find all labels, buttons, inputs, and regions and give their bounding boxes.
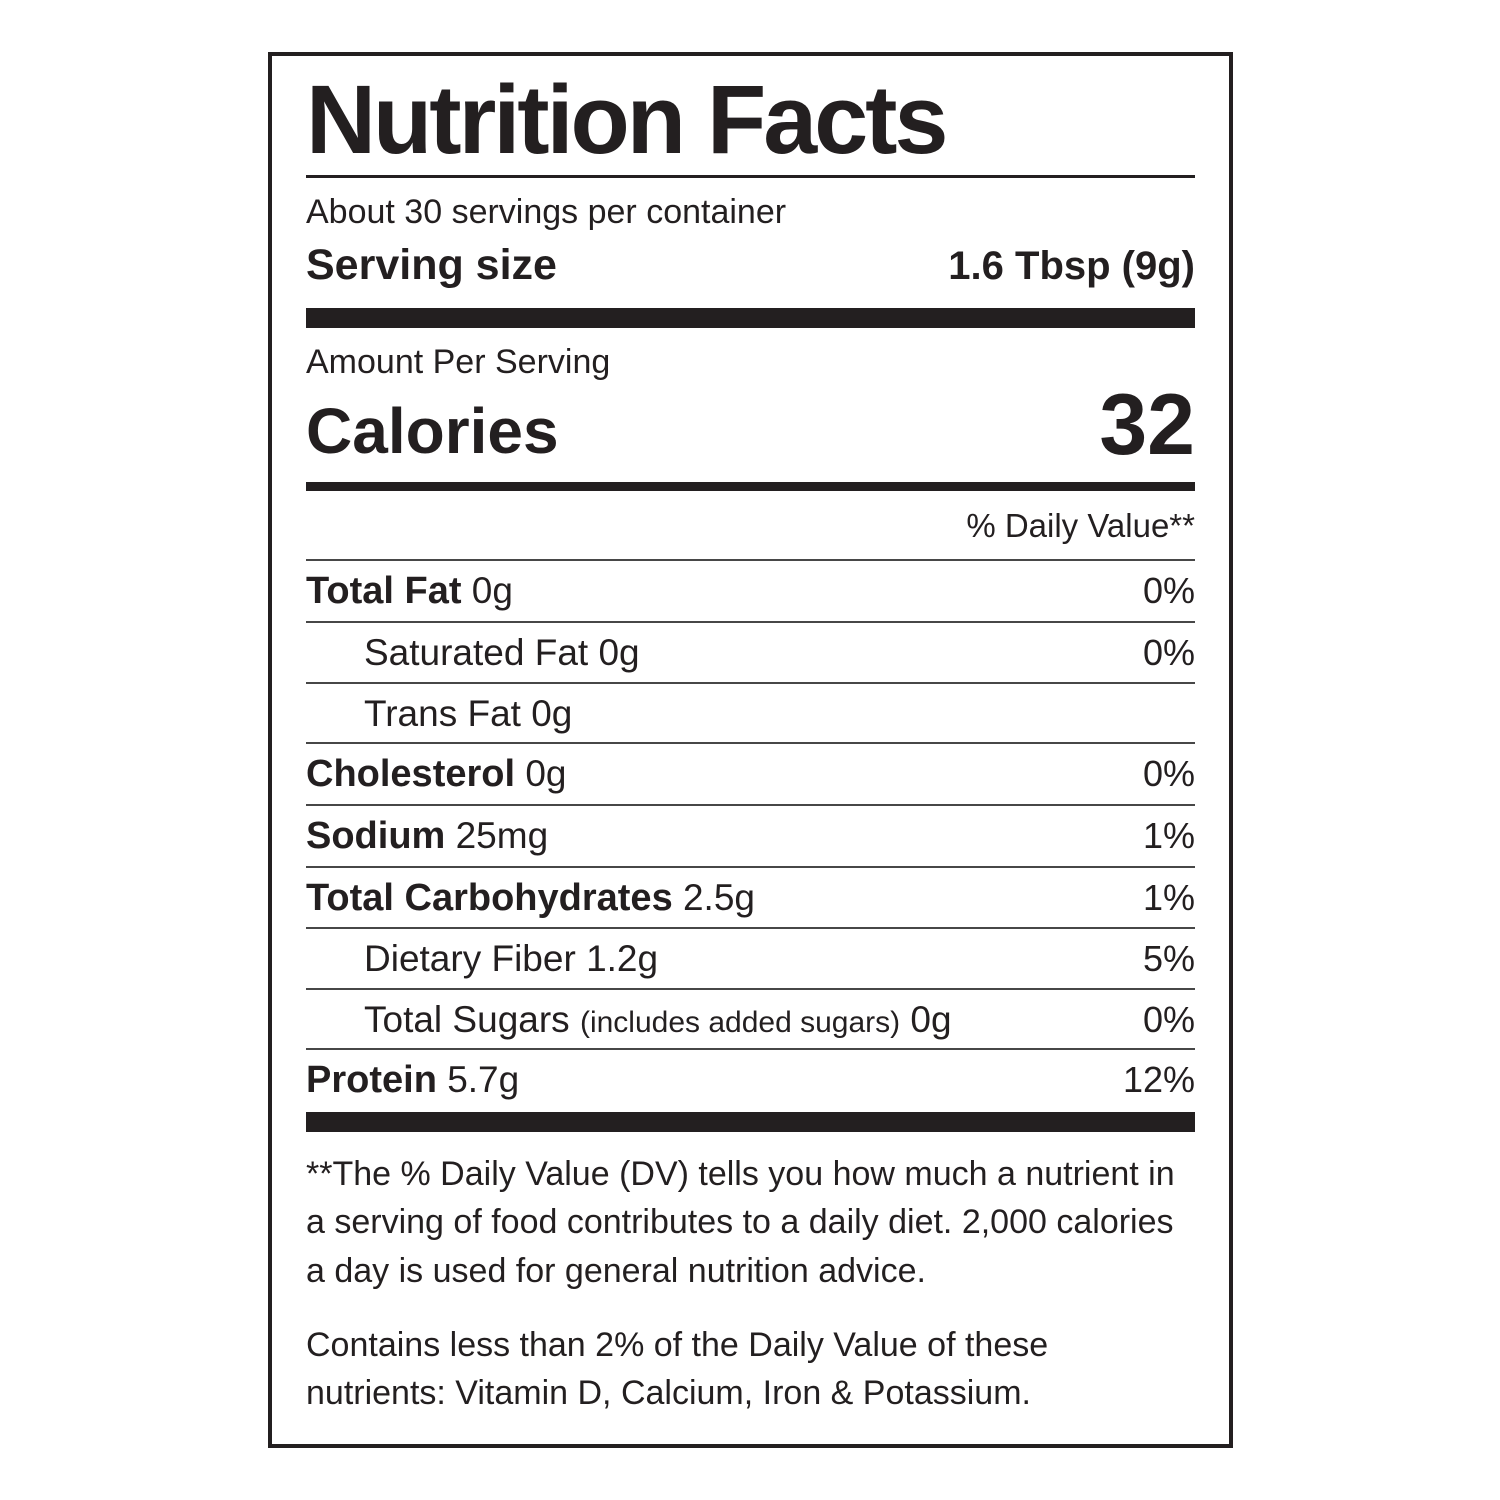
calories-label: Calories (306, 394, 559, 467)
label-title: Nutrition Facts (306, 65, 948, 174)
nutrient-name: Protein 5.7g (306, 1059, 520, 1102)
nutrient-amount: 0g (598, 632, 640, 674)
nutrient-name: Total Sugars (includes added sugars) 0g (364, 998, 952, 1040)
nutrient-dv: 0% (1142, 998, 1195, 1040)
nutrient-amount: 1.2g (586, 938, 659, 980)
nutrient-row-trans-fat: Trans Fat 0g (306, 684, 1195, 743)
row-divider (306, 1048, 1195, 1051)
daily-value-header: % Daily Value** (966, 507, 1195, 545)
nutrient-name: Total Fat 0g (306, 570, 513, 613)
row-divider (306, 865, 1195, 868)
row-divider (306, 742, 1195, 745)
servings-per-container: About 30 servings per container (306, 192, 787, 231)
separator-bar-top (306, 307, 1195, 328)
separator-bar-bottom (306, 1111, 1195, 1132)
nutrient-dv: 0% (1142, 570, 1195, 612)
nutrition-facts-label: Nutrition Facts About 30 servings per co… (268, 52, 1233, 1448)
serving-size-value: 1.6 Tbsp (9g) (948, 243, 1195, 288)
nutrient-name: Trans Fat 0g (364, 692, 573, 734)
nutrient-name: Cholesterol 0g (306, 753, 567, 796)
nutrient-amount: 5.7g (447, 1059, 520, 1101)
calories-value: 32 (1099, 377, 1195, 474)
nutrient-name: Sodium 25mg (306, 814, 549, 857)
nutrient-row-saturated-fat: Saturated Fat 0g 0% (306, 623, 1195, 682)
nutrient-dv: 0% (1142, 632, 1195, 674)
nutrient-row-dietary-fiber: Dietary Fiber 1.2g 5% (306, 929, 1195, 988)
row-divider (306, 681, 1195, 684)
nutrient-row-total-carbohydrates: Total Carbohydrates 2.5g 1% (306, 868, 1195, 928)
serving-size-label: Serving size (306, 240, 557, 289)
nutrient-row-protein: Protein 5.7g 12% (306, 1050, 1195, 1110)
nutrient-row-cholesterol: Cholesterol 0g 0% (306, 744, 1195, 804)
nutrient-row-total-fat: Total Fat 0g 0% (306, 561, 1195, 621)
nutrient-dv: 12% (1122, 1059, 1195, 1101)
separator-bar-calories (306, 482, 1195, 492)
nutrient-name: Dietary Fiber 1.2g (364, 938, 659, 980)
nutrient-dv: 0% (1142, 753, 1195, 795)
row-divider (306, 987, 1195, 990)
title-divider (306, 174, 1195, 178)
nutrient-row-total-sugars: Total Sugars (includes added sugars) 0g … (306, 990, 1195, 1049)
serving-size-row: Serving size 1.6 Tbsp (9g) (306, 241, 1195, 290)
nutrient-amount: 25mg (455, 814, 549, 856)
calories-row: Calories 32 (306, 382, 1195, 468)
row-divider (306, 803, 1195, 806)
row-divider (306, 621, 1195, 624)
nutrient-dv: 1% (1142, 814, 1195, 856)
footnote-contains: Contains less than 2% of the Daily Value… (306, 1325, 1049, 1413)
nutrient-dv: 5% (1142, 938, 1195, 980)
nutrient-amount: 2.5g (682, 876, 755, 918)
nutrient-row-sodium: Sodium 25mg 1% (306, 806, 1195, 866)
row-divider (306, 559, 1195, 562)
nutrient-amount: 0g (471, 570, 513, 612)
amount-per-serving-label: Amount Per Serving (306, 342, 611, 381)
nutrient-name: Saturated Fat 0g (364, 632, 640, 674)
nutrient-note: (includes added sugars) (579, 1005, 901, 1039)
nutrient-name: Total Carbohydrates 2.5g (306, 876, 755, 919)
nutrient-amount: 0g (910, 998, 952, 1040)
row-divider (306, 927, 1195, 930)
nutrient-amount: 0g (525, 753, 567, 795)
nutrient-amount: 0g (531, 692, 573, 734)
nutrient-dv: 1% (1142, 876, 1195, 918)
footnote-daily-value: **The % Daily Value (DV) tells you how m… (306, 1154, 1175, 1290)
